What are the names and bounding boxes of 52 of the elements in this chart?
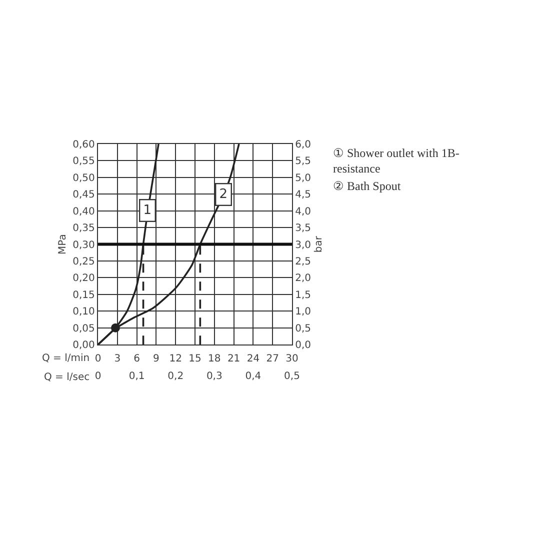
y2-tick-label: 4,5	[295, 190, 312, 201]
x-tick-label: 24	[246, 354, 260, 365]
y2-tick-label: 5,0	[295, 172, 312, 184]
x-tick-label: 0	[94, 354, 102, 365]
y-tick-label: 0,55	[72, 156, 95, 168]
y-tick-label: 0,45	[72, 190, 95, 201]
y2-tick-label: 0,5	[295, 323, 312, 334]
x-tick-label: 27	[266, 354, 279, 365]
annotation: 2	[219, 187, 228, 202]
annotation: 1	[143, 203, 152, 218]
y-tick-label: 0,05	[72, 323, 95, 334]
y2-tick-label: 2,0	[295, 273, 312, 284]
x2-tick-label: 0,2	[168, 371, 184, 382]
y-tick-label: 0,25	[72, 256, 95, 268]
x-tick-label: 15	[188, 354, 202, 365]
y-tick-label: 0,35	[72, 223, 95, 234]
x-tick-label: 3	[114, 354, 121, 365]
x2-tick-label: 0	[94, 371, 102, 382]
y-tick-label: 0,60	[72, 140, 95, 150]
y-axis-title: MPa	[58, 234, 69, 254]
y2-tick-label: 4,0	[295, 206, 312, 218]
y2-tick-label: 3,5	[295, 223, 312, 234]
y2-tick-label: 5,5	[295, 156, 312, 168]
y-tick-label: 0,30	[72, 240, 95, 251]
y2-tick-label: 1,5	[295, 290, 312, 301]
x2-tick-label: 0,3	[206, 371, 222, 382]
x-tick-label: 12	[169, 354, 182, 365]
text: ② Bath Spout	[333, 179, 402, 193]
y2-tick-label: 6,0	[295, 140, 312, 150]
x2-tick-label: 0,5	[284, 371, 300, 382]
y2-axis-title: bar	[314, 235, 325, 253]
y2-tick-label: 1,0	[295, 306, 312, 318]
y-tick-label: 0,40	[72, 206, 95, 218]
y-tick-label: 0,10	[72, 306, 95, 318]
x-tick-label: 6	[134, 354, 140, 365]
point	[110, 323, 120, 332]
x-tick-label: 18	[208, 354, 221, 365]
y-tick-label: 0,00	[72, 340, 95, 352]
text: ① Shower outlet with 1B-resistance	[333, 146, 460, 176]
y2-tick-label: 0,0	[295, 340, 312, 352]
x2-tick-label: 0,4	[245, 371, 262, 382]
y2-tick-label: 2,5	[295, 256, 312, 268]
x-tick-label: 30	[286, 354, 298, 365]
y-tick-label: 0,20	[72, 273, 95, 284]
x2-axis-title: Q = l/sec	[44, 372, 90, 383]
y-tick-label: 0,50	[72, 172, 95, 184]
y2-tick-label: 3,0	[295, 240, 312, 251]
y-tick-label: 0,15	[72, 290, 95, 301]
x-tick-label: 9	[153, 354, 160, 365]
x-axis-title: Q = l/min	[42, 353, 90, 364]
x-tick-label: 21	[227, 354, 240, 365]
x2-tick-label: 0,1	[128, 371, 145, 382]
